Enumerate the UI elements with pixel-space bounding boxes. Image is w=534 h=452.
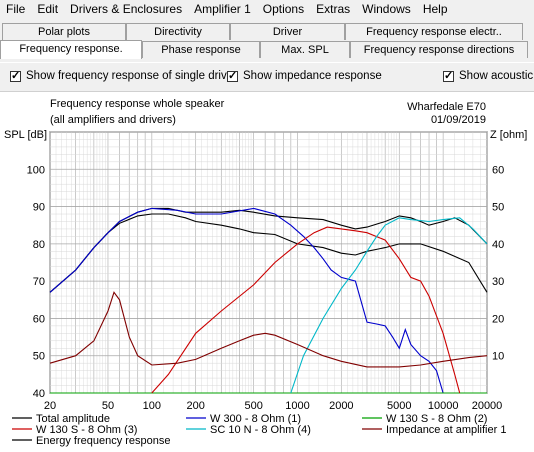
series-line-6 [49,291,488,368]
x-tick-label: 100 [143,400,161,412]
tab-frequency-response[interactable]: Frequency response. [0,40,142,59]
x-tick-label: 200 [186,400,204,412]
x-tick-label: 10000 [428,400,459,412]
option-single-drive[interactable]: Show frequency response of single drive [10,69,234,82]
legend-label: Total amplitude [36,413,110,425]
x-tick-label: 20 [44,400,56,412]
legend-label: W 130 S - 8 Ohm (3) [36,424,137,436]
y2-tick-label: 40 [492,239,504,251]
tab-row-top: Polar plots Directivity Driver Frequency… [0,22,534,41]
menu-edit[interactable]: Edit [37,2,59,16]
menu-help[interactable]: Help [422,2,448,16]
single-drive-label: Show frequency response of single drive [26,70,234,82]
menu-bar: File Edit Drivers & Enclosures Amplifier… [0,0,534,18]
series-line-5 [290,217,488,394]
menu-extras[interactable]: Extras [316,2,351,16]
tab-frequency-response-electr[interactable]: Frequency response electr.. [345,23,523,40]
series-line-0 [49,213,488,293]
menu-file[interactable]: File [6,2,26,16]
plot-svg: 40 50 60 70 80 90 100 10 20 30 40 50 60 20 50 100 200 500… [12,131,506,447]
chart-subtitle: (all amplifiers and drivers) [50,114,176,126]
single-drive-checkbox[interactable] [10,69,21,82]
legend-label: SC 10 N - 8 Ohm (4) [210,424,311,436]
chart-date: 01/09/2019 [430,114,486,126]
legend-label: Energy frequency response [36,435,171,447]
y2-tick-label: 10 [492,351,504,363]
y2-tick-label: 50 [492,202,504,214]
y-tick-label: 70 [33,276,45,288]
menu-windows[interactable]: Windows [362,2,411,16]
y-tick-label: 50 [33,351,45,363]
tab-directivity[interactable]: Directivity [126,23,230,40]
y2-axis-label: Z [ohm] [490,129,528,141]
x-tick-label: 50 [102,400,114,412]
options-bar: Show frequency response of single drive … [0,62,534,92]
menu-drivers-enclosures[interactable]: Drivers & Enclosures [70,2,183,16]
tab-phase-response[interactable]: Phase response [142,41,260,58]
y2-tick-label: 60 [492,164,504,176]
x-tick-label: 5000 [387,400,411,412]
y-tick-label: 90 [33,202,45,214]
y-tick-label: 100 [27,164,45,176]
chart-title: Frequency response whole speaker [50,98,225,110]
x-tick-label: 1000 [285,400,309,412]
y-tick-label: 80 [33,239,45,251]
legend-label: W 300 - 8 Ohm (1) [210,413,301,425]
impedance-label: Show impedance response [243,70,382,82]
legend-label: Impedance at amplifier 1 [386,424,506,436]
option-impedance[interactable]: Show impedance response [227,69,382,82]
tab-row-bottom: Frequency response. Phase response Max. … [0,40,534,59]
x-tick-label: 500 [244,400,262,412]
tab-frequency-response-directions[interactable]: Frequency response directions [350,41,528,58]
y-axis-label: SPL [dB] [4,129,48,141]
y2-tick-label: 20 [492,313,504,325]
tab-max-spl[interactable]: Max. SPL [260,41,350,58]
plot-area [49,131,488,394]
y-tick-label: 60 [33,313,45,325]
y2-tick-label: 30 [492,276,504,288]
option-acoustic[interactable]: Show acoustic [443,69,534,82]
frequency-response-chart: Frequency response whole speaker (all am… [0,92,534,452]
series-line-4 [151,226,461,394]
menu-amplifier[interactable]: Amplifier 1 [194,2,251,16]
tab-polar-plots[interactable]: Polar plots [2,23,126,40]
series-line-2 [49,207,444,394]
acoustic-checkbox[interactable] [443,69,454,82]
tab-driver[interactable]: Driver [230,23,345,40]
x-tick-label: 20000 [472,400,503,412]
acoustic-label: Show acoustic [459,70,534,82]
legend-label: W 130 S - 8 Ohm (2) [386,413,487,425]
x-tick-label: 2000 [329,400,353,412]
impedance-checkbox[interactable] [227,69,238,82]
chart-project-name: Wharfedale E70 [407,101,486,113]
y-tick-label: 40 [33,388,45,400]
menu-options[interactable]: Options [262,2,305,16]
